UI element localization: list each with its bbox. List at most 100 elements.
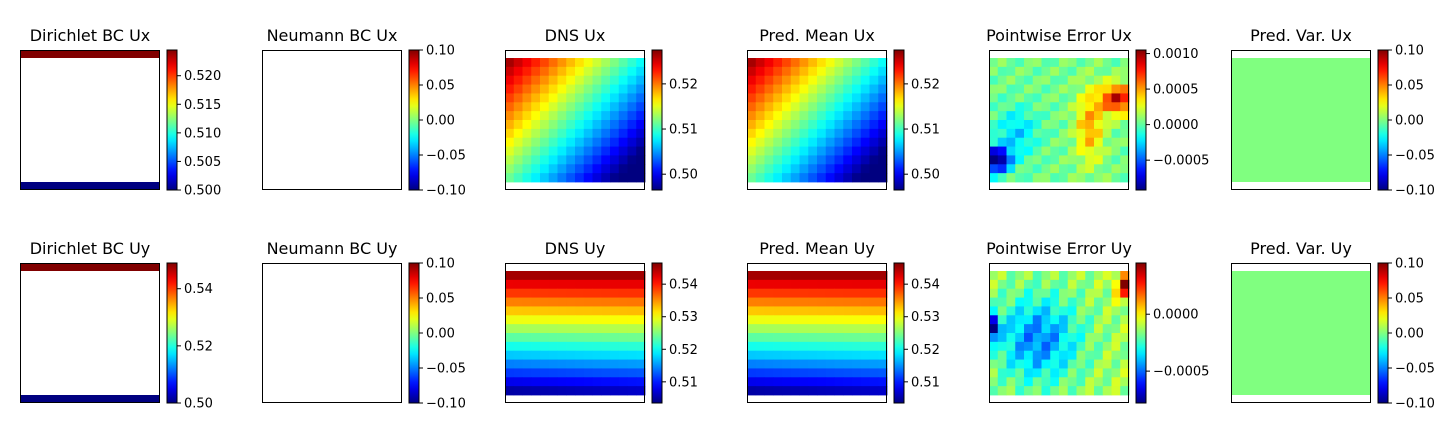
heatmap-cell bbox=[618, 93, 628, 103]
heatmap-cell bbox=[834, 324, 844, 334]
heatmap-cell bbox=[505, 111, 515, 121]
heatmap-cell bbox=[618, 128, 628, 139]
heatmap-cell bbox=[790, 111, 800, 121]
top-boundary-cell bbox=[20, 50, 160, 58]
heatmap-cell bbox=[843, 279, 853, 290]
heatmap-cell bbox=[513, 128, 523, 139]
heatmap-cell bbox=[747, 84, 757, 94]
heatmap-cell bbox=[557, 75, 567, 85]
heatmap-cell bbox=[548, 271, 558, 281]
heatmap-cell bbox=[825, 58, 835, 68]
heatmap-cell bbox=[773, 324, 783, 334]
heatmap-cell bbox=[755, 120, 765, 130]
heatmap-cell bbox=[843, 173, 853, 183]
heatmap-cell bbox=[1094, 288, 1104, 298]
heatmap-cell bbox=[1015, 128, 1025, 139]
heatmap-cell bbox=[522, 58, 532, 68]
heatmap-cell bbox=[575, 155, 585, 165]
heatmap-cell bbox=[636, 164, 646, 174]
heatmap-cell bbox=[1041, 155, 1051, 165]
heatmap-cell bbox=[843, 128, 853, 139]
heatmap-cell bbox=[1041, 324, 1051, 334]
heatmap-cell bbox=[548, 279, 558, 290]
heatmap-cell bbox=[825, 146, 835, 156]
heatmap-cell bbox=[636, 377, 646, 387]
heatmap-cell bbox=[843, 102, 853, 112]
heatmap-cell bbox=[592, 341, 602, 352]
heatmap-cell bbox=[817, 120, 827, 130]
heatmap-cell bbox=[1067, 137, 1077, 147]
heatmap-cell bbox=[505, 58, 515, 68]
heatmap-cell bbox=[1076, 341, 1086, 352]
heatmap-cell bbox=[878, 279, 888, 290]
colorbar-tick-label: 0.51 bbox=[911, 123, 940, 138]
heatmap-cell bbox=[790, 75, 800, 85]
heatmap-cell bbox=[540, 146, 550, 156]
heatmap-cell bbox=[1059, 297, 1069, 307]
heatmap-cell bbox=[1050, 111, 1060, 121]
heatmap-cell bbox=[1059, 324, 1069, 334]
heatmap-cell bbox=[1015, 93, 1025, 103]
heatmap-cell bbox=[566, 377, 576, 387]
heatmap-cell bbox=[557, 173, 567, 183]
heatmap-cell bbox=[834, 128, 844, 139]
heatmap-cell bbox=[1094, 359, 1104, 369]
heatmap-cell bbox=[1120, 146, 1130, 156]
heatmap-cell bbox=[1015, 66, 1025, 77]
heatmap-cell bbox=[557, 279, 567, 290]
heatmap-cell bbox=[610, 84, 620, 94]
heatmap-cell bbox=[852, 297, 862, 307]
heatmap-cell bbox=[540, 271, 550, 281]
heatmap-cell bbox=[834, 368, 844, 378]
heatmap-cell bbox=[1102, 93, 1112, 103]
heatmap-cell bbox=[513, 315, 523, 325]
heatmap-cell bbox=[1094, 93, 1104, 103]
heatmap-cell bbox=[627, 377, 637, 387]
heatmap-cell bbox=[782, 137, 792, 147]
heatmap-cell bbox=[773, 173, 783, 183]
heatmap-cell bbox=[505, 359, 515, 369]
heatmap-cell bbox=[747, 155, 757, 165]
colorbar bbox=[1135, 49, 1147, 191]
heatmap-cell bbox=[505, 279, 515, 290]
heatmap-cell bbox=[557, 164, 567, 174]
heatmap-cell bbox=[592, 111, 602, 121]
heatmap-cell bbox=[790, 359, 800, 369]
heatmap-cell bbox=[799, 146, 809, 156]
heatmap-cell bbox=[782, 58, 792, 68]
heatmap-cell bbox=[1041, 164, 1051, 174]
heatmap-cell bbox=[782, 164, 792, 174]
heatmap-cell bbox=[557, 368, 567, 378]
heatmap-cell bbox=[1006, 368, 1016, 378]
heatmap-cell bbox=[513, 93, 523, 103]
heatmap-cell bbox=[790, 155, 800, 165]
heatmap-cell bbox=[1024, 137, 1034, 147]
heatmap-cell bbox=[869, 66, 879, 77]
heatmap-cell bbox=[869, 315, 879, 325]
heatmap-cell bbox=[1041, 315, 1051, 325]
heatmap-cell bbox=[989, 333, 999, 343]
heatmap-cell bbox=[540, 84, 550, 94]
colorbar-tick-label: 0.54 bbox=[669, 278, 698, 293]
heatmap-cell bbox=[782, 271, 792, 281]
heatmap-cell bbox=[1032, 288, 1042, 298]
colorbar bbox=[1135, 262, 1147, 404]
heatmap-cell bbox=[1024, 368, 1034, 378]
heatmap-cell bbox=[548, 58, 558, 68]
heatmap-cell bbox=[1067, 146, 1077, 156]
heatmap-cell bbox=[1111, 66, 1121, 77]
heatmap-cell bbox=[764, 137, 774, 147]
heatmap-cell bbox=[583, 333, 593, 343]
heatmap-cell bbox=[513, 155, 523, 165]
heatmap-cell bbox=[1032, 66, 1042, 77]
heatmap-cell bbox=[1059, 128, 1069, 139]
plot-frame bbox=[20, 50, 160, 190]
colorbar-tick-label: 0.52 bbox=[911, 77, 940, 92]
heatmap-cell bbox=[1059, 359, 1069, 369]
heatmap-cell bbox=[522, 137, 532, 147]
heatmap-cell bbox=[540, 155, 550, 165]
heatmap-cell bbox=[773, 350, 783, 360]
heatmap-cell bbox=[548, 368, 558, 378]
heatmap-cell bbox=[1085, 288, 1095, 298]
heatmap-cell bbox=[1076, 324, 1086, 334]
